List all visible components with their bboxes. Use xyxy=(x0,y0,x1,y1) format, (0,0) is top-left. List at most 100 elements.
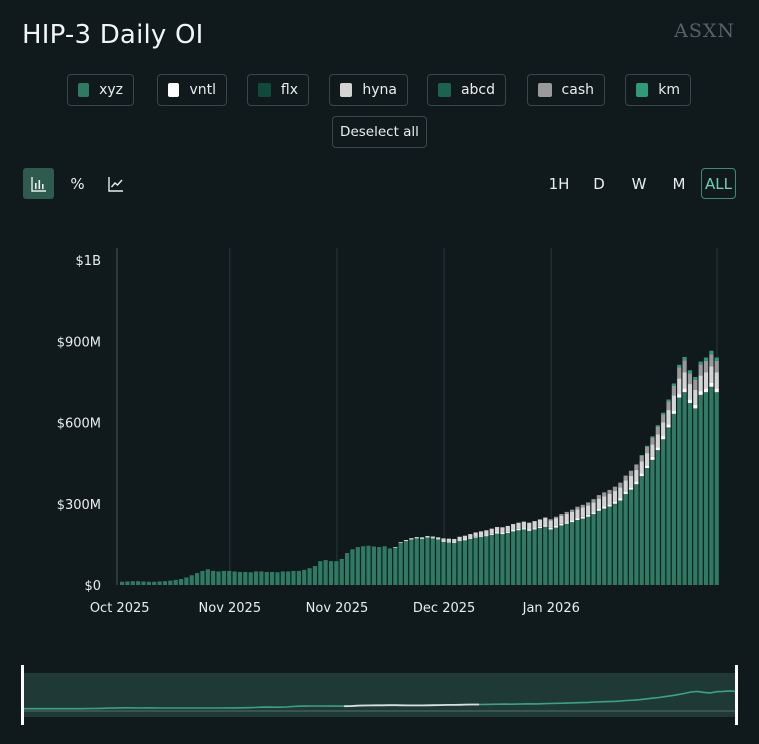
bar-km[interactable] xyxy=(661,412,666,415)
bar-xyz[interactable] xyxy=(173,579,178,585)
bar-km[interactable] xyxy=(666,399,671,402)
bar-hyna[interactable] xyxy=(628,475,634,488)
bar-cash[interactable] xyxy=(634,464,639,470)
bar-xyz[interactable] xyxy=(334,561,339,585)
bar-xyz[interactable] xyxy=(591,514,596,585)
bar-hyna[interactable] xyxy=(639,461,644,474)
bar-hyna[interactable] xyxy=(462,535,468,540)
bar-xyz[interactable] xyxy=(436,539,441,586)
bar-xyz[interactable] xyxy=(693,408,698,585)
bar-cash[interactable] xyxy=(682,360,687,373)
bar-hyna[interactable] xyxy=(500,527,505,533)
bar-xyz[interactable] xyxy=(227,570,232,585)
bar-vntl[interactable] xyxy=(441,541,446,542)
bar-xyz[interactable] xyxy=(237,572,243,585)
bar-xyz[interactable] xyxy=(489,534,494,585)
bar-xyz[interactable] xyxy=(232,571,237,585)
bar-vntl[interactable] xyxy=(623,491,628,494)
bar-vntl[interactable] xyxy=(495,532,500,534)
bar-hyna[interactable] xyxy=(677,378,682,395)
bar-xyz[interactable] xyxy=(323,560,328,585)
deselect-all-button[interactable]: Deselect all xyxy=(332,116,427,148)
bar-xyz[interactable] xyxy=(570,522,575,585)
bar-xyz[interactable] xyxy=(516,530,521,585)
bar-vntl[interactable] xyxy=(628,487,634,490)
bar-vntl[interactable] xyxy=(634,481,639,485)
bar-xyz[interactable] xyxy=(270,572,275,585)
bar-cash[interactable] xyxy=(645,446,650,454)
bar-chart-icon[interactable] xyxy=(23,168,54,199)
bar-xyz[interactable] xyxy=(361,546,366,585)
bar-vntl[interactable] xyxy=(500,533,505,535)
bar-cash[interactable] xyxy=(628,470,634,476)
bar-xyz[interactable] xyxy=(382,546,387,585)
bar-cash[interactable] xyxy=(586,502,591,506)
bar-vntl[interactable] xyxy=(655,447,660,451)
bar-vntl[interactable] xyxy=(575,518,580,520)
bar-cash[interactable] xyxy=(607,489,612,494)
bar-cash[interactable] xyxy=(661,414,666,423)
bar-xyz[interactable] xyxy=(639,476,644,586)
bar-hyna[interactable] xyxy=(430,536,435,539)
bar-hyna[interactable] xyxy=(553,518,559,526)
bar-vntl[interactable] xyxy=(505,531,510,533)
bar-vntl[interactable] xyxy=(666,424,671,428)
bar-hyna[interactable] xyxy=(425,535,430,538)
bar-km[interactable] xyxy=(698,361,703,365)
bar-vntl[interactable] xyxy=(452,542,457,544)
bar-hyna[interactable] xyxy=(398,542,403,544)
bar-xyz[interactable] xyxy=(661,439,666,585)
bar-xyz[interactable] xyxy=(195,573,200,585)
navigator-left-handle[interactable] xyxy=(21,665,24,725)
range-d-button[interactable]: D xyxy=(593,174,605,193)
bar-hyna[interactable] xyxy=(452,538,457,543)
bar-cash[interactable] xyxy=(580,504,585,508)
bar-hyna[interactable] xyxy=(703,372,709,389)
bar-xyz[interactable] xyxy=(152,581,157,585)
bar-vntl[interactable] xyxy=(484,535,489,537)
bar-hyna[interactable] xyxy=(516,522,521,529)
percent-icon[interactable]: % xyxy=(62,168,93,199)
bar-xyz[interactable] xyxy=(296,570,301,585)
bar-xyz[interactable] xyxy=(430,538,435,585)
bar-xyz[interactable] xyxy=(328,561,334,585)
bar-xyz[interactable] xyxy=(537,528,543,586)
bar-hyna[interactable] xyxy=(559,515,564,524)
bar-hyna[interactable] xyxy=(612,491,618,502)
bar-vntl[interactable] xyxy=(457,540,462,542)
bar-xyz[interactable] xyxy=(302,569,307,585)
bar-xyz[interactable] xyxy=(280,571,285,585)
bar-xyz[interactable] xyxy=(403,541,409,586)
bar-cash[interactable] xyxy=(655,426,660,435)
bar-hyna[interactable] xyxy=(484,530,489,536)
bar-hyna[interactable] xyxy=(650,444,655,457)
bar-xyz[interactable] xyxy=(532,529,537,585)
bar-hyna[interactable] xyxy=(478,531,484,536)
bar-cash[interactable] xyxy=(575,506,580,510)
bar-cash[interactable] xyxy=(650,437,655,445)
bar-xyz[interactable] xyxy=(500,534,505,585)
bar-xyz[interactable] xyxy=(559,525,564,585)
bar-vntl[interactable] xyxy=(478,535,484,537)
bar-xyz[interactable] xyxy=(628,489,634,585)
bar-hyna[interactable] xyxy=(698,375,703,392)
bar-cash[interactable] xyxy=(709,354,714,367)
bar-xyz[interactable] xyxy=(339,559,344,585)
bar-xyz[interactable] xyxy=(162,581,168,585)
bar-vntl[interactable] xyxy=(714,388,719,393)
bar-xyz[interactable] xyxy=(136,581,141,585)
bar-hyna[interactable] xyxy=(420,537,425,539)
range-navigator[interactable] xyxy=(0,660,759,730)
bar-cash[interactable] xyxy=(639,455,644,462)
bar-hyna[interactable] xyxy=(393,547,398,548)
bar-xyz[interactable] xyxy=(393,547,398,586)
bar-xyz[interactable] xyxy=(205,569,210,585)
bar-xyz[interactable] xyxy=(130,581,135,585)
bar-cash[interactable] xyxy=(553,516,559,519)
bar-hyna[interactable] xyxy=(468,534,473,539)
bar-hyna[interactable] xyxy=(473,532,478,537)
bar-vntl[interactable] xyxy=(489,533,494,535)
range-m-button[interactable]: M xyxy=(672,174,686,193)
bar-vntl[interactable] xyxy=(527,529,532,531)
bar-vntl[interactable] xyxy=(586,514,591,517)
